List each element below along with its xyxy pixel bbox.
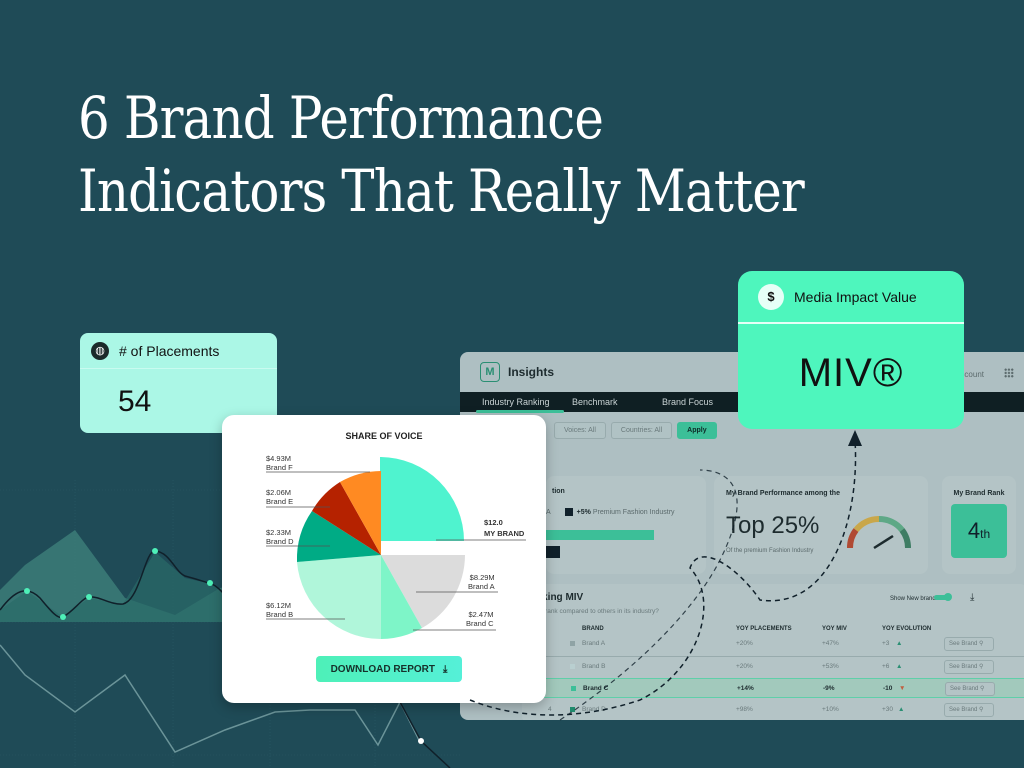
apply-button[interactable]: Apply: [677, 422, 717, 439]
download-report-button[interactable]: DOWNLOAD REPORT ⤓: [316, 656, 462, 682]
see-brand-button[interactable]: See Brand ⚲: [944, 703, 994, 717]
see-brand-button[interactable]: See Brand ⚲: [944, 637, 994, 651]
table-row: Brand B +20% +53% +6 ▲ See Brand ⚲: [522, 656, 1024, 676]
see-brand-button[interactable]: See Brand ⚲: [944, 660, 994, 674]
tab-brand-focus[interactable]: Brand Focus: [662, 397, 714, 407]
brand-swatch: [570, 641, 575, 646]
brand-swatch: [571, 686, 576, 691]
legend-swatch: [564, 508, 573, 516]
share-of-voice-title: SHARE OF VOICE: [345, 431, 423, 441]
dashboard-title: Insights: [508, 365, 555, 379]
filter-bar: Voices: All Countries: All Apply: [554, 422, 717, 439]
col-yoy-evolution: YOY EVOLUTION: [882, 626, 932, 632]
ranking-table-card: nking MIV nd rank compared to others in …: [522, 584, 1024, 720]
show-new-brands-label: Show New brands: [890, 596, 939, 602]
see-brand-button[interactable]: See Brand ⚲: [945, 682, 995, 696]
download-report-label: DOWNLOAD REPORT: [330, 663, 436, 675]
miv-label: Media Impact Value: [794, 288, 917, 305]
arrow-up-icon: ▲: [896, 663, 903, 670]
rank-suffix: th: [980, 527, 991, 541]
performance-value: Top 25%: [726, 512, 820, 539]
pie-label-my-brand: $12.0 MY BRAND: [484, 518, 525, 538]
yoy-miv: +10%: [822, 706, 839, 713]
tab-benchmark[interactable]: Benchmark: [572, 397, 618, 407]
evolution-card-title: tion: [552, 488, 565, 495]
headline: 6 Brand Performance Indicators That Real…: [78, 82, 805, 228]
yoy-placements: +98%: [736, 706, 753, 713]
download-icon[interactable]: ⤓: [970, 592, 975, 603]
arrow-up-icon: ▲: [898, 706, 905, 713]
arrow-down-icon: ▼: [899, 685, 906, 692]
placements-value: 54: [118, 385, 152, 418]
col-brand: BRAND: [582, 626, 604, 632]
headline-line-2: Indicators That Really Matter: [78, 157, 805, 225]
pie-label-brand-b: $6.12M Brand B: [266, 601, 294, 619]
tab-industry-ranking[interactable]: Industry Ranking: [476, 392, 572, 413]
globe-icon: ◍: [91, 341, 109, 360]
performance-card-title: My Brand Performance among the: [726, 490, 840, 497]
dashboard-header: M Insights: [460, 352, 1024, 392]
evolution-bar-brand: [546, 530, 654, 540]
yoy-placements: +14%: [737, 685, 754, 692]
yoy-placements: +20%: [736, 640, 753, 647]
brand-name: Brand C: [583, 685, 609, 692]
download-icon: ⤓: [443, 663, 448, 675]
brand-name: Brand A: [582, 640, 606, 647]
evolution-bar-industry: [546, 546, 560, 558]
brand-swatch: [570, 707, 575, 712]
miv-value: MIV®: [798, 351, 904, 395]
pie-label-brand-c: $2.47M Brand C: [466, 610, 494, 628]
pie-label-brand-f: $4.93M Brand F: [266, 454, 293, 472]
pie-label-brand-a: $8.29M Brand A: [468, 573, 495, 591]
gauge-icon: [846, 515, 912, 550]
rank-number: 4: [548, 706, 552, 713]
placements-card: ◍ # of Placements 54: [80, 333, 277, 433]
performance-card: My Brand Performance among the Top 25% O…: [714, 476, 928, 574]
countries-filter[interactable]: Countries: All: [610, 422, 673, 439]
arrow-up-icon: ▲: [896, 640, 903, 647]
legend-brand-a: A: [546, 508, 551, 516]
evolution-card: tion A +5% Premium Fashion Industry: [546, 476, 706, 574]
app-logo-icon: M: [480, 362, 500, 382]
evolution-legend: A +5% Premium Fashion Industry: [546, 508, 675, 516]
yoy-miv: +47%: [822, 640, 839, 647]
show-new-brands-toggle[interactable]: [934, 593, 952, 601]
legend-label: Premium Fashion Industry: [592, 508, 675, 516]
ranking-table-question: nd rank compared to others in its indust…: [536, 608, 659, 615]
yoy-evolution: +3: [882, 640, 890, 647]
background-line-chart: [0, 480, 460, 768]
placements-label: # of Placements: [119, 342, 220, 359]
voices-filter[interactable]: Voices: All: [554, 422, 606, 439]
performance-subtitle: Of the premium Fashion Industry: [726, 548, 814, 554]
rank-card-title: My Brand Rank: [953, 490, 1005, 497]
rank-value: 4: [967, 518, 981, 543]
brand-swatch: [570, 664, 575, 669]
apps-grid-icon[interactable]: [1004, 368, 1014, 378]
placements-header: ◍ # of Placements: [80, 333, 277, 369]
miv-header: $ Media Impact Value: [738, 271, 964, 324]
yoy-placements: +20%: [736, 663, 753, 670]
brand-name: Brand B: [582, 663, 606, 670]
yoy-evolution: +6: [882, 663, 890, 670]
table-row: Brand A +20% +47% +3 ▲ See Brand ⚲: [522, 634, 1024, 654]
pie-label-brand-e: $2.06M Brand E: [266, 488, 294, 506]
yoy-miv: -9%: [823, 685, 835, 692]
yoy-evolution: +30: [882, 706, 894, 713]
miv-card: $ Media Impact Value MIV®: [738, 271, 964, 429]
brand-name: Brand D: [582, 706, 606, 713]
table-row: 4 Brand D +98% +10% +30 ▲ See Brand ⚲: [522, 700, 1024, 720]
headline-line-1: 6 Brand Performance: [78, 84, 604, 152]
pie-label-brand-d: $2.33M Brand D: [266, 528, 294, 546]
yoy-miv: +53%: [822, 663, 839, 670]
col-yoy-miv: YOY MIV: [822, 626, 847, 632]
account-link[interactable]: ur account: [946, 370, 984, 379]
dollar-icon: $: [758, 283, 784, 310]
yoy-evolution: -10: [883, 685, 893, 692]
col-yoy-placements: YOY PLACEMENTS: [736, 626, 792, 632]
table-row-highlighted: Brand C +14% -9% -10 ▼ See Brand ⚲: [522, 678, 1024, 698]
legend-percent: +5%: [576, 508, 591, 516]
share-of-voice-card: SHARE OF VOICE $4.93M Brand F $2.06M Brand…: [222, 415, 546, 703]
